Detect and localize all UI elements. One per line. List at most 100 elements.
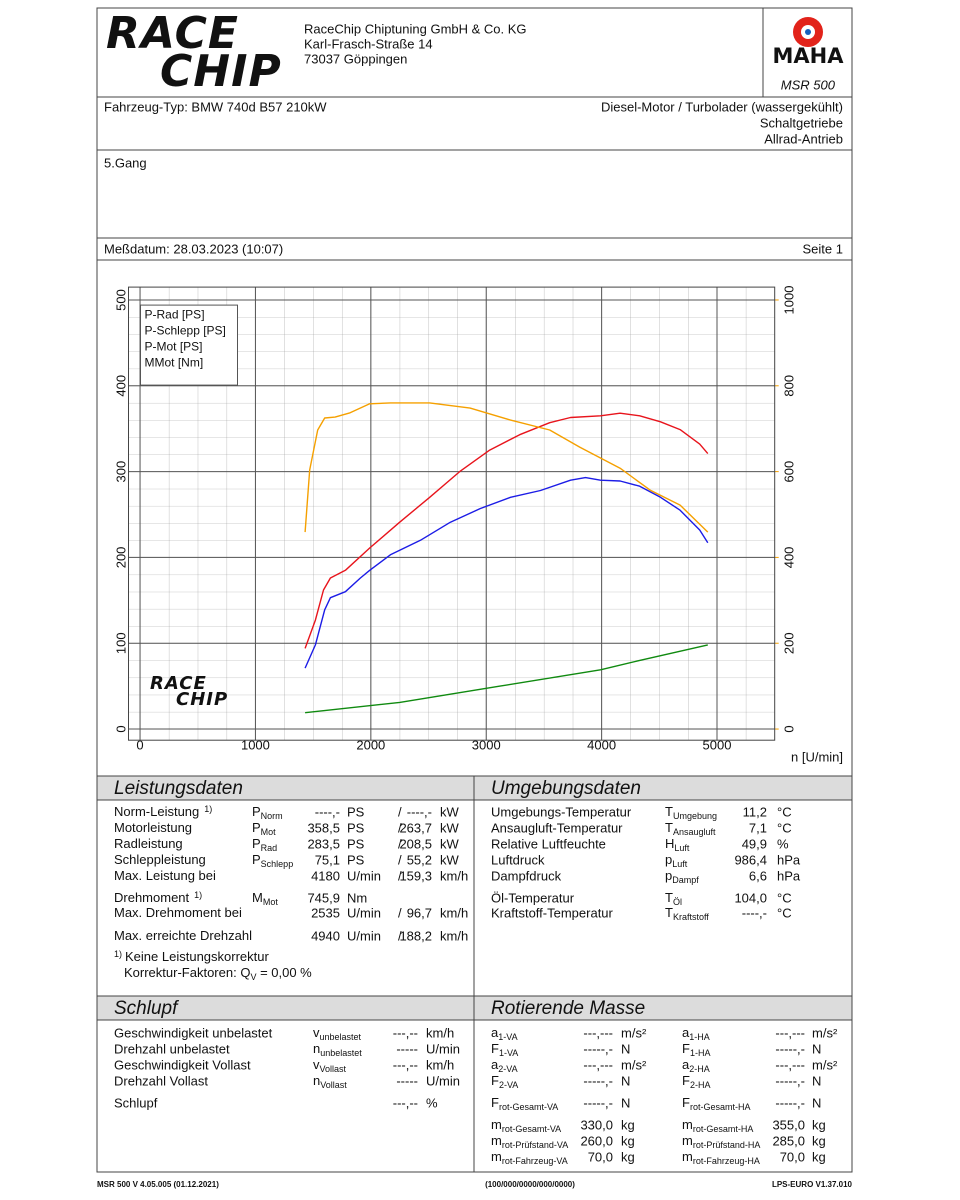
row-separator: /	[398, 804, 402, 819]
row-unit: °C	[777, 804, 792, 819]
row-value: 283,5	[307, 836, 340, 851]
row-symbol: Frot-Gesamt-VA	[491, 1095, 558, 1112]
row-symbol: PMot	[252, 820, 276, 837]
row-value: 330,0	[580, 1117, 613, 1132]
row-unit: PS	[347, 836, 365, 851]
row-symbol: a1-HA	[682, 1025, 710, 1042]
row-label: Motorleistung	[114, 820, 192, 835]
label: Radleistung	[114, 836, 183, 851]
subscript: V	[250, 972, 256, 982]
x-tick-label: 2000	[356, 737, 385, 752]
row-value: -----	[396, 1041, 418, 1056]
row-unit: N	[621, 1095, 630, 1110]
symbol-subscript: Dampf	[672, 875, 699, 885]
symbol: a	[491, 1025, 499, 1040]
symbol-subscript: 2-HA	[689, 1064, 710, 1074]
label: Norm-Leistung	[114, 804, 199, 819]
symbol: a	[682, 1025, 690, 1040]
symbol: F	[682, 1095, 690, 1110]
section-title: Leistungsdaten	[114, 778, 243, 799]
symbol: T	[665, 804, 673, 819]
y2-tick-label: 0	[781, 725, 796, 732]
symbol: T	[665, 820, 673, 835]
row-separator: /	[398, 928, 402, 943]
company-address: Karl-Frasch-Straße 14	[304, 36, 433, 51]
symbol: P	[252, 804, 261, 819]
symbol-subscript: rot-Gesamt-VA	[502, 1124, 561, 1134]
symbol-subscript: Vollast	[320, 1064, 347, 1074]
correction-factor: Korrektur-Faktoren: QV = 0,00 %	[124, 965, 312, 982]
row-value: 70,0	[780, 1149, 805, 1164]
row-value: ---,--	[393, 1057, 418, 1072]
row-unit: kW	[440, 836, 460, 851]
legend-entry: P-Rad [PS]	[145, 307, 205, 321]
row-value: 260,0	[580, 1133, 613, 1148]
row-label: Norm-Leistung 1)	[114, 804, 212, 819]
symbol: F	[682, 1073, 690, 1088]
row-value: 11,2	[743, 804, 767, 819]
row-value: ---,---	[775, 1025, 805, 1040]
row-value: 986,4	[734, 852, 767, 867]
row-symbol: nVollast	[313, 1073, 347, 1090]
label: Max. Drehmoment bei	[114, 905, 242, 920]
vehicle-engine: Diesel-Motor / Turbolader (wassergekühlt…	[601, 99, 843, 114]
row-symbol: TUmgebung	[665, 804, 717, 821]
y2-tick-label: 1000	[781, 286, 796, 315]
footnote-mark: 1)	[114, 949, 122, 959]
maha-emblem	[805, 29, 811, 35]
symbol-subscript: Luft	[674, 843, 690, 853]
y-tick-label: 500	[113, 289, 128, 311]
row-value: -----,-	[583, 1095, 613, 1110]
row-value: ---,---	[583, 1025, 613, 1040]
row-unit: hPa	[777, 868, 801, 883]
row-value: 745,9	[307, 890, 340, 905]
footnote-mark: 1)	[194, 890, 202, 900]
y-tick-label: 100	[113, 632, 128, 654]
symbol: p	[665, 868, 672, 883]
row-value: 285,0	[772, 1133, 805, 1148]
symbol: a	[682, 1057, 690, 1072]
row-unit: kg	[812, 1117, 826, 1132]
row-label: Relative Luftfeuchte	[491, 836, 606, 851]
legend-box	[140, 304, 238, 386]
row-unit: U/min	[347, 928, 381, 943]
row-unit: °C	[777, 820, 792, 835]
row-symbol: mrot-Prüfstand-HA	[682, 1133, 760, 1150]
row-label: Dampfdruck	[491, 868, 562, 883]
row-unit: kg	[621, 1133, 635, 1148]
symbol: H	[665, 836, 674, 851]
label: Max. erreichte Drehzahl	[114, 928, 252, 943]
label: Motorleistung	[114, 820, 192, 835]
row-symbol: F1-VA	[491, 1041, 518, 1058]
row-symbol: PSchlepp	[252, 852, 293, 869]
y2-tick-label: 800	[781, 375, 796, 397]
row-value: 4940	[311, 928, 340, 943]
row-value: ---,---	[775, 1057, 805, 1072]
row-label: Kraftstoff-Temperatur	[491, 905, 614, 920]
symbol: n	[313, 1073, 320, 1088]
symbol-subscript: rot-Prüfstand-HA	[693, 1140, 761, 1150]
row-unit: U/min	[347, 868, 381, 883]
section-title: Rotierende Masse	[491, 998, 645, 1019]
symbol-subscript: Öl	[673, 897, 682, 907]
symbol-subscript: unbelastet	[320, 1032, 362, 1042]
row-unit: m/s²	[621, 1025, 647, 1040]
row-unit: hPa	[777, 852, 801, 867]
measurement-date: Meßdatum: 28.03.2023 (10:07)	[104, 241, 283, 256]
row-value: -----,-	[583, 1041, 613, 1056]
symbol: v	[313, 1057, 320, 1072]
value: = 0,00 %	[256, 965, 312, 980]
symbol-subscript: 2-HA	[690, 1080, 711, 1090]
legend-entry: MMot [Nm]	[145, 355, 204, 369]
row-value: 358,5	[307, 820, 340, 835]
row-value: 104,0	[734, 890, 767, 905]
maha-logo-text: MAHA	[773, 44, 845, 68]
label: Max. Leistung bei	[114, 868, 216, 883]
row-symbol: PRad	[252, 836, 277, 853]
row-unit: kW	[440, 852, 460, 867]
row-unit: kg	[812, 1133, 826, 1148]
symbol-subscript: rot-Prüfstand-VA	[502, 1140, 568, 1150]
row-symbol: F1-HA	[682, 1041, 710, 1058]
row-unit: Nm	[347, 890, 367, 905]
y2-tick-label: 400	[781, 547, 796, 569]
